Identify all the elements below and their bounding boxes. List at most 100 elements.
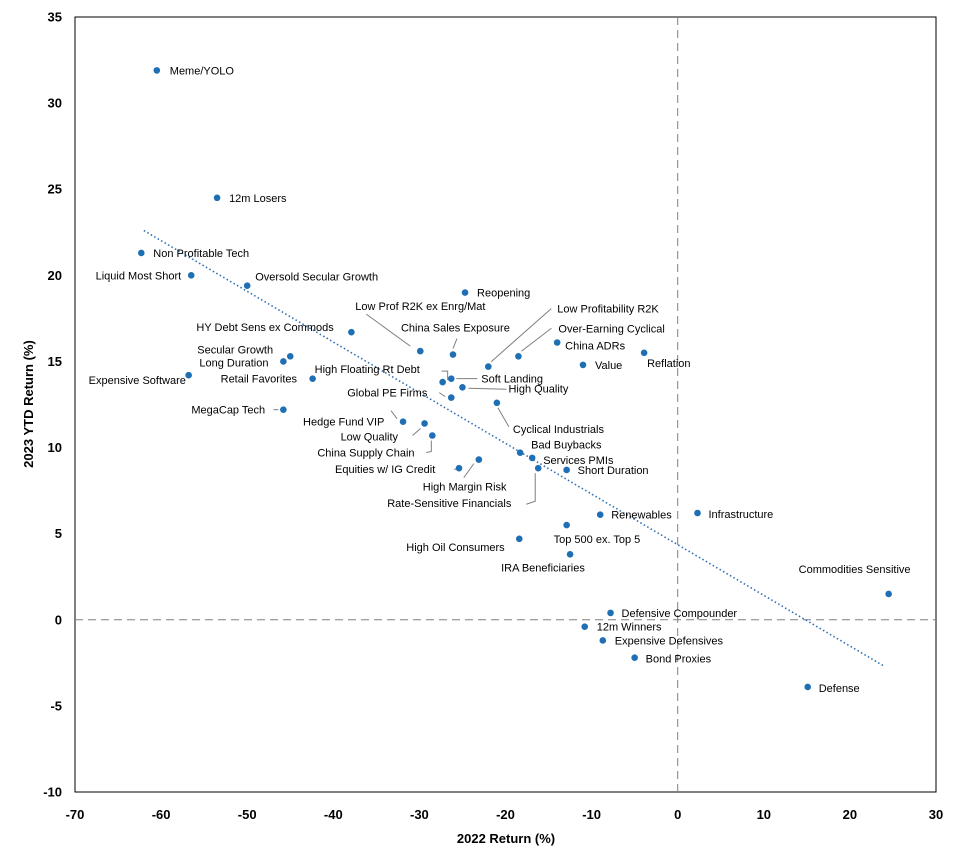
- leader-line: [438, 392, 446, 398]
- data-point: [429, 432, 436, 439]
- data-point: [804, 683, 812, 691]
- data-point: [348, 328, 355, 336]
- point-label: Services PMIs: [543, 455, 614, 467]
- point-label: Global PE Firms: [347, 388, 428, 400]
- data-point: [563, 466, 570, 474]
- y-tick-label: 10: [48, 440, 62, 455]
- data-point: [439, 378, 446, 386]
- point-label: Cyclical Industrials: [513, 424, 605, 436]
- point-label: Long Duration: [199, 357, 268, 369]
- data-point: [553, 339, 561, 346]
- point-label: High Quality: [508, 383, 568, 395]
- point-label: Liquid Most Short: [96, 270, 182, 282]
- point-label: MegaCap Tech: [191, 405, 265, 417]
- point-label: Value: [595, 360, 622, 372]
- point-label: Equities w/ IG Credit: [335, 464, 435, 476]
- point-label: IRA Beneficiaries: [501, 562, 585, 574]
- point-label: Low Quality: [341, 431, 399, 443]
- leader-line: [426, 440, 432, 453]
- data-point: [515, 352, 522, 360]
- data-point: [694, 509, 701, 517]
- y-tick-label: -5: [50, 698, 62, 713]
- data-point: [309, 375, 316, 382]
- point-label: Oversold Secular Growth: [255, 272, 378, 284]
- point-label: Expensive Defensives: [615, 635, 724, 647]
- point-label: High Margin Risk: [423, 482, 507, 494]
- data-point: [596, 511, 604, 519]
- point-label: Reflation: [647, 358, 690, 370]
- data-point: [421, 420, 428, 427]
- data-point: [631, 654, 638, 661]
- x-tick-label: -30: [410, 807, 429, 822]
- data-point: [528, 454, 536, 462]
- point-label: Non Profitable Tech: [153, 248, 249, 260]
- data-point: [640, 349, 648, 357]
- point-label: Defense: [819, 683, 860, 695]
- data-point: [213, 194, 221, 202]
- data-point: [449, 351, 457, 358]
- point-label: Meme/YOLO: [170, 65, 235, 77]
- leader-line: [490, 308, 552, 362]
- y-tick-label: 25: [48, 182, 62, 197]
- data-point: [581, 623, 589, 630]
- data-point: [137, 249, 145, 257]
- point-label: Expensive Software: [89, 375, 186, 387]
- data-point: [153, 67, 161, 74]
- data-point: [459, 383, 466, 391]
- point-label: Soft Landing: [481, 374, 543, 386]
- y-axis-title: 2023 YTD Return (%): [21, 340, 36, 468]
- data-point: [461, 289, 469, 296]
- point-label: Over-Earning Cyclical: [558, 323, 664, 335]
- point-label: Hedge Fund VIP: [303, 417, 384, 429]
- leader-line: [412, 428, 421, 436]
- point-label: Low Profitability R2K: [557, 304, 659, 316]
- data-point: [566, 551, 574, 558]
- x-tick-label: 30: [929, 807, 943, 822]
- leader-line: [521, 327, 552, 352]
- point-label: Secular Growth: [197, 344, 273, 356]
- x-tick-label: -70: [66, 807, 85, 822]
- data-point: [185, 371, 192, 379]
- point-label: High Oil Consumers: [406, 542, 505, 554]
- x-tick-label: -60: [152, 807, 171, 822]
- data-point: [599, 637, 607, 644]
- data-point: [416, 347, 424, 355]
- data-point: [286, 352, 294, 360]
- data-point: [515, 535, 523, 543]
- data-point: [187, 272, 195, 279]
- point-label: Rate-Sensitive Financials: [387, 498, 512, 510]
- plot-area: [74, 16, 937, 793]
- point-label: Bad Buybacks: [531, 440, 602, 452]
- data-points: [137, 67, 892, 691]
- y-tick-label: 5: [55, 526, 62, 541]
- leader-line: [452, 338, 458, 349]
- point-labels: Meme/YOLO 12m Losers Non Profitable Tech Li…: [89, 65, 911, 695]
- leader-line: [390, 410, 398, 420]
- x-tick-label: -40: [324, 807, 343, 822]
- point-label: Bond Proxies: [646, 654, 712, 666]
- x-tick-label: -10: [582, 807, 601, 822]
- data-point: [493, 399, 501, 407]
- point-label: Defensive Compounder: [622, 608, 738, 620]
- data-point: [280, 358, 287, 365]
- y-tick-label: 15: [48, 354, 62, 369]
- data-point: [484, 363, 492, 370]
- leader-line: [441, 370, 449, 381]
- point-label: Reopening: [477, 288, 530, 300]
- data-point: [534, 464, 542, 472]
- y-tick-label: 20: [48, 268, 62, 283]
- point-label: Commodities Sensitive: [799, 564, 911, 576]
- point-label: HY Debt Sens ex Commods: [196, 322, 334, 334]
- data-point: [885, 590, 892, 598]
- leader-line: [497, 407, 510, 428]
- point-label: China ADRs: [565, 341, 625, 353]
- data-point: [516, 449, 524, 457]
- x-axis-title: 2022 Return (%): [457, 831, 555, 846]
- x-tick-label: 10: [757, 807, 771, 822]
- data-point: [563, 521, 570, 529]
- leader-lines: [273, 308, 552, 505]
- x-tick-label: -20: [496, 807, 515, 822]
- data-point: [447, 394, 455, 401]
- y-tick-labels: -10 -5 0 5 10 15 20 25 30 35: [43, 10, 62, 800]
